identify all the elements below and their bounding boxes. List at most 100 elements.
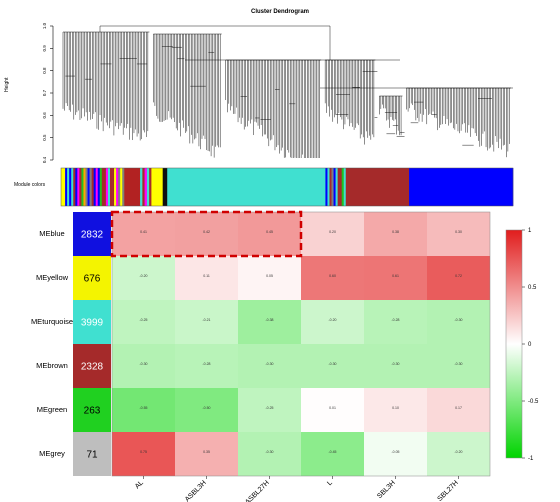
module-color-segment-blue [409,168,514,206]
heatmap-cell [427,344,490,388]
heatmap-cell-value: 0.41 [140,230,147,234]
heatmap-cell-value: -0.21 [203,318,211,322]
module-colors-label: Module colors [14,182,46,188]
row-label: MEgreen [37,405,67,414]
heatmap-cell [301,388,364,432]
heatmap-cell [364,388,427,432]
module-color-stripe [337,168,340,206]
heatmap-cell-value: -0.05 [392,450,400,454]
row-gene-count: 2832 [81,230,104,241]
heatmap-cell-value: -0.25 [140,318,148,322]
module-color-stripe [97,168,101,206]
module-color-stripe [331,168,334,206]
heatmap-cell-value: -0.45 [329,450,337,454]
module-color-stripe [122,168,125,206]
module-color-stripe [339,168,342,206]
heatmap-cell [238,256,301,300]
heatmap-cell [364,344,427,388]
heatmap-cell [175,388,238,432]
module-color-stripe [83,168,86,206]
module-color-segment-yellow [151,168,163,206]
module-color-stripe [333,168,336,206]
heatmap-cell [238,344,301,388]
heatmap-cell [112,432,175,476]
module-color-stripe [144,168,148,206]
row-gene-count: 71 [86,450,98,461]
heatmap-cell-value: 0.42 [203,230,210,234]
legend-tick-label: 0.5 [528,285,537,291]
module-color-stripe [140,168,143,206]
heatmap-cell-value: 0.17 [455,406,462,410]
heatmap-cell-value: 0.60 [329,274,336,278]
heatmap-cell-value: 0.72 [455,274,462,278]
module-color-segment-black [162,168,168,206]
module-color-stripe [105,168,109,206]
module-trait-heatmap: MEblue 2832 0.41 0.42 0.45 0.20 0.38 0.30 MEyell… [31,210,539,502]
column-label: L [326,479,334,487]
heatmap-cell [427,212,490,256]
module-color-stripe [118,168,121,206]
heatmap-cell [301,300,364,344]
heatmap-cell-value: -0.28 [392,318,400,322]
heatmap-cell [427,256,490,300]
dendrogram-y-tick-label: 0.7 [42,89,47,96]
legend-tick-label: 1 [528,228,532,234]
heatmap-cell-value: 0.30 [455,230,462,234]
column-label: SBL27H [437,479,460,502]
dendrogram-y-tick-label: 0.8 [42,67,47,74]
module-color-stripe [81,168,84,206]
module-color-stripe [335,168,338,206]
heatmap-cell [238,432,301,476]
module-color-stripe [91,168,94,206]
module-color-stripe [73,168,76,206]
dendrogram-y-tick-label: 0.6 [42,112,47,119]
column-label: ASBL3H [184,479,208,502]
heatmap-cell [238,300,301,344]
module-color-stripe [341,168,345,206]
heatmap-cell-value: 0.11 [203,274,210,278]
module-color-stripe [71,168,74,206]
dendrogram-y-tick-label: 0.4 [42,156,47,163]
heatmap-cell-value: 0.75 [140,450,147,454]
heatmap-cell-value: -0.20 [140,274,148,278]
dendrogram-plot: 1.0 0.9 0.8 0.7 0.6 0.5 0.4 [42,22,514,207]
row-module-swatch [73,432,111,476]
heatmap-cell [427,432,490,476]
legend-tick-label: -1 [528,456,534,462]
heatmap-cell-value: 0.10 [392,406,399,410]
row-label: MEgrey [39,449,65,458]
heatmap-cell-value: -0.38 [266,318,274,322]
heatmap-cell-value: -0.30 [392,362,400,366]
row-gene-count: 2328 [81,362,104,373]
heatmap-cell-value: 0.01 [329,406,336,410]
module-color-stripe [146,168,150,206]
heatmap-cell [112,300,175,344]
heatmap-cell [301,432,364,476]
legend-tick-label: 0 [528,342,532,348]
heatmap-cell-value: -0.20 [455,450,463,454]
module-color-stripe [75,168,78,206]
row-module-swatch [73,212,111,256]
heatmap-cell [112,212,175,256]
module-color-stripe [89,168,92,206]
heatmap-cell-value: 0.05 [266,274,273,278]
heatmap-cell-value: -0.50 [203,406,211,410]
module-color-stripe [329,168,332,206]
heatmap-cell-value: 0.38 [392,230,399,234]
column-label: SBL3H [376,479,397,500]
heatmap-cell-value: -0.20 [329,318,337,322]
heatmap-cell [427,300,490,344]
heatmap-cell-value: -0.28 [203,362,211,366]
heatmap-cell [175,300,238,344]
dendrogram-y-tick-label: 0.9 [42,45,47,52]
module-color-stripe [343,168,347,206]
module-color-stripe [63,168,66,206]
module-color-stripe [67,168,70,206]
heatmap-cell [175,432,238,476]
heatmap-cell [301,256,364,300]
heatmap-cell-value: -0.55 [140,406,148,410]
module-color-stripe [142,168,145,206]
module-color-stripe [107,168,111,206]
heatmap-cell [175,256,238,300]
module-color-stripe [99,168,103,206]
